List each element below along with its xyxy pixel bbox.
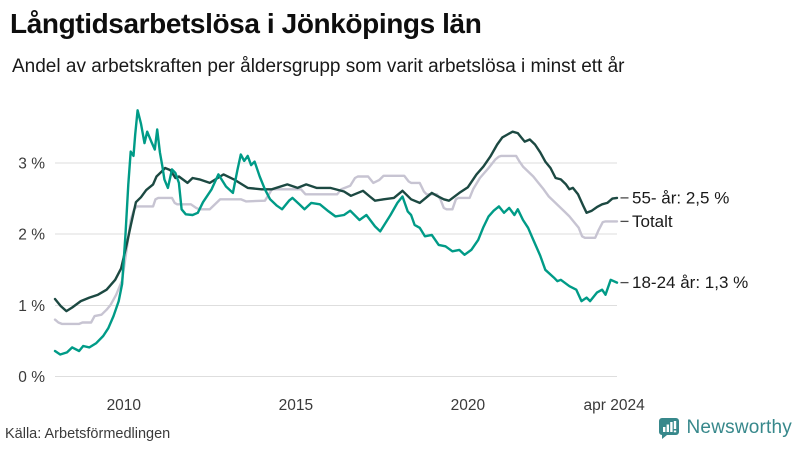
y-tick-label-1: 1 %	[18, 298, 45, 315]
series-line-55--år	[53, 130, 619, 313]
newsworthy-logo: Newsworthy	[657, 416, 792, 440]
chart-title: Långtidsarbetslösa i Jönköpings län	[10, 8, 482, 39]
source-note: Källa: Arbetsförmedlingen	[5, 426, 171, 442]
y-tick-label-2: 2 %	[18, 227, 45, 244]
chart-subtitle: Andel av arbetskraften per åldersgrupp s…	[12, 56, 625, 77]
y-tick-label-3: 3 %	[18, 156, 45, 173]
end-label-Totalt: Totalt	[632, 212, 673, 231]
end-label-55--år: 55- år: 2,5 %	[632, 188, 729, 207]
x-tick-label-2020: 2020	[451, 397, 486, 414]
end-label-18-24-år: 18-24 år: 1,3 %	[632, 273, 748, 292]
y-tick-label-0: 0 %	[18, 369, 45, 386]
x-tick-label-2015: 2015	[279, 397, 313, 414]
x-tick-label-2010: 2010	[107, 397, 142, 414]
series-line-18-24-år	[53, 109, 619, 356]
x-tick-label-apr-2024: apr 2024	[584, 397, 646, 414]
newsworthy-wordmark: Newsworthy	[686, 417, 792, 438]
newsworthy-icon	[658, 418, 679, 439]
